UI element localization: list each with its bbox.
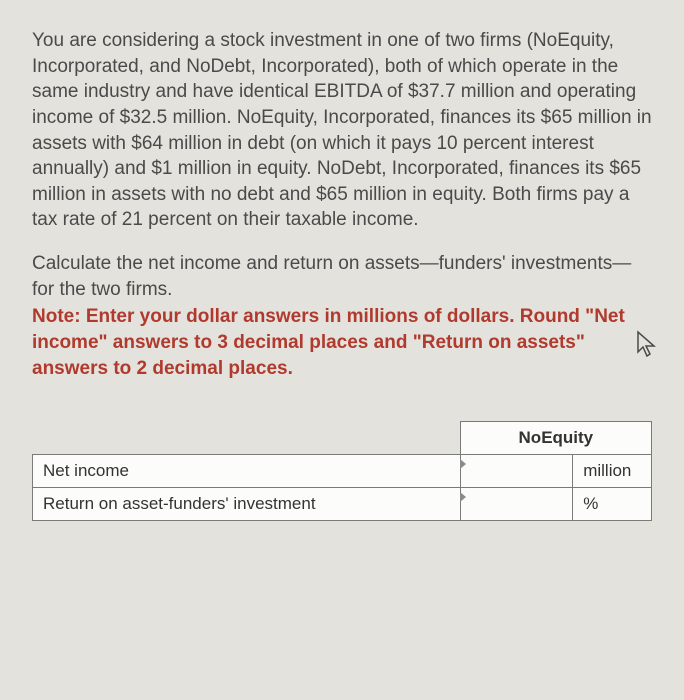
blank-corner-cell — [33, 422, 461, 455]
net-income-unit: million — [573, 455, 652, 488]
roa-input[interactable] — [460, 488, 573, 521]
table-row: Return on asset-funders' investment % — [33, 488, 652, 521]
net-income-input[interactable] — [460, 455, 573, 488]
roa-unit: % — [573, 488, 652, 521]
note-paragraph: Note: Enter your dollar answers in milli… — [32, 304, 652, 381]
instruction-paragraph: Calculate the net income and return on a… — [32, 251, 652, 302]
row-label-net-income: Net income — [33, 455, 461, 488]
answer-table: NoEquity Net income million Return on as… — [32, 421, 652, 521]
row-label-roa: Return on asset-funders' investment — [33, 488, 461, 521]
table-row: Net income million — [33, 455, 652, 488]
problem-paragraph: You are considering a stock investment i… — [32, 28, 652, 233]
column-header-noequity: NoEquity — [460, 422, 651, 455]
